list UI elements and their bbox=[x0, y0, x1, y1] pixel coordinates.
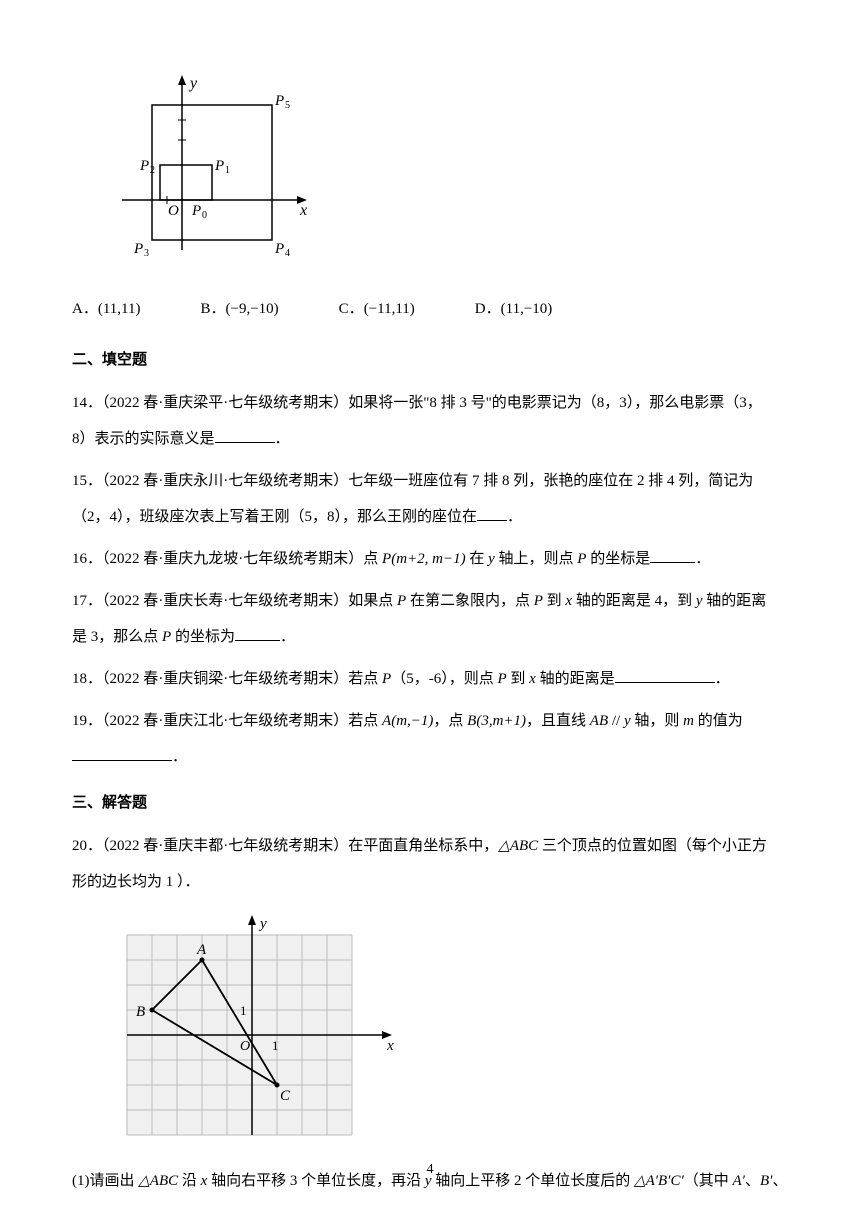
svg-text:2: 2 bbox=[150, 165, 155, 176]
question-16: 16．（2022 春·重庆九龙坡·七年级统考期末）点 P(m+2, m−1) 在… bbox=[72, 541, 788, 577]
question-17: 17．（2022 春·重庆长寿·七年级统考期末）如果点 P 在第二象限内，点 P… bbox=[72, 583, 788, 655]
option-a: A．(11,11) bbox=[72, 293, 140, 326]
svg-text:3: 3 bbox=[144, 248, 149, 259]
svg-text:P: P bbox=[133, 241, 143, 257]
svg-text:B: B bbox=[136, 1004, 145, 1020]
svg-text:A: A bbox=[196, 942, 207, 958]
coord-diagram-1: y x O P 0 P 1 P 2 P 3 P 4 P 5 bbox=[112, 70, 312, 270]
svg-text:P: P bbox=[191, 203, 201, 219]
svg-text:1: 1 bbox=[240, 1003, 247, 1018]
figure-2: y x O 1 1 A B C bbox=[112, 910, 788, 1153]
question-15: 15．（2022 春·重庆永川·七年级统考期末）七年级一班座位有 7 排 8 列… bbox=[72, 463, 788, 535]
question-20: 20．（2022 春·重庆丰都·七年级统考期末）在平面直角坐标系中，△ABC 三… bbox=[72, 828, 788, 900]
question-18: 18．（2022 春·重庆铜梁·七年级统考期末）若点 P（5，-6），则点 P … bbox=[72, 661, 788, 697]
option-c: C．(−11,11) bbox=[339, 293, 415, 326]
svg-text:x: x bbox=[299, 202, 307, 219]
svg-text:1: 1 bbox=[225, 165, 230, 176]
svg-text:5: 5 bbox=[285, 100, 290, 111]
option-d: D．(11,−10) bbox=[475, 293, 553, 326]
question-14: 14．（2022 春·重庆梁平·七年级统考期末）如果将一张"8 排 3 号"的电… bbox=[72, 385, 788, 457]
svg-text:P: P bbox=[214, 158, 224, 174]
section-3-title: 三、解答题 bbox=[72, 787, 788, 820]
svg-text:O: O bbox=[168, 203, 179, 219]
page-number: 4 bbox=[427, 1155, 434, 1186]
option-b: B．(−9,−10) bbox=[200, 293, 278, 326]
svg-text:4: 4 bbox=[285, 248, 290, 259]
svg-text:P: P bbox=[139, 158, 149, 174]
svg-text:0: 0 bbox=[202, 210, 207, 221]
section-2-title: 二、填空题 bbox=[72, 344, 788, 377]
svg-text:y: y bbox=[188, 75, 198, 92]
svg-text:C: C bbox=[280, 1088, 291, 1104]
svg-text:P: P bbox=[274, 93, 284, 109]
svg-text:P: P bbox=[274, 241, 284, 257]
question-13-options: A．(11,11) B．(−9,−10) C．(−11,11) D．(11,−1… bbox=[72, 293, 788, 326]
figure-1: y x O P 0 P 1 P 2 P 3 P 4 P 5 bbox=[112, 70, 788, 283]
coord-diagram-2: y x O 1 1 A B C bbox=[112, 910, 402, 1140]
svg-text:x: x bbox=[386, 1038, 394, 1054]
svg-text:O: O bbox=[240, 1039, 250, 1054]
svg-text:y: y bbox=[258, 916, 267, 932]
question-19: 19．（2022 春·重庆江北·七年级统考期末）若点 A(m,−1)，点 B(3… bbox=[72, 703, 788, 775]
svg-text:1: 1 bbox=[272, 1038, 279, 1053]
